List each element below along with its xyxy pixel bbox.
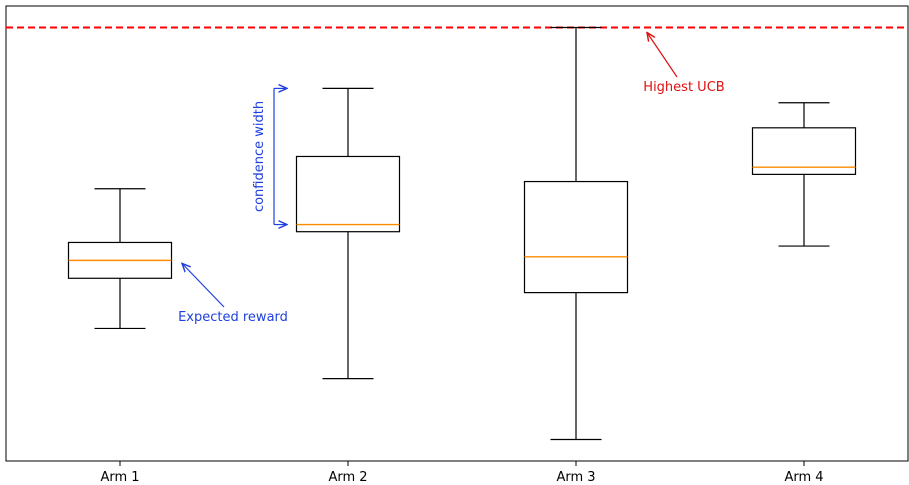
x-tick-label: Arm 3 [556, 470, 595, 485]
annotations-layer: Expected reward confidence width Highest… [178, 32, 725, 325]
arrow-expected-reward [182, 263, 225, 308]
box-group-arm-1 [67, 188, 173, 330]
x-ticks-layer: Arm 1 Arm 2 Arm 3 Arm 4 [100, 461, 824, 485]
box-iqr [523, 180, 629, 294]
annotation-confidence-width: confidence width [252, 101, 267, 212]
box-group-arm-2 [295, 87, 401, 380]
annotation-highest-ucb: Highest UCB [643, 80, 724, 95]
box-group-arm-4 [751, 102, 857, 247]
annotation-expected-reward: Expected reward [178, 310, 288, 325]
plot-axes [5, 5, 909, 462]
box-iqr [751, 127, 857, 175]
box-group-arm-3 [523, 26, 629, 441]
plot-frame [5, 5, 909, 462]
arrow-highest-ucb [647, 32, 678, 78]
x-tick-label: Arm 4 [784, 470, 823, 485]
x-tick-label: Arm 1 [100, 470, 139, 485]
x-tick-label: Arm 2 [328, 470, 367, 485]
box-iqr [295, 155, 401, 233]
boxes-layer [67, 26, 857, 441]
